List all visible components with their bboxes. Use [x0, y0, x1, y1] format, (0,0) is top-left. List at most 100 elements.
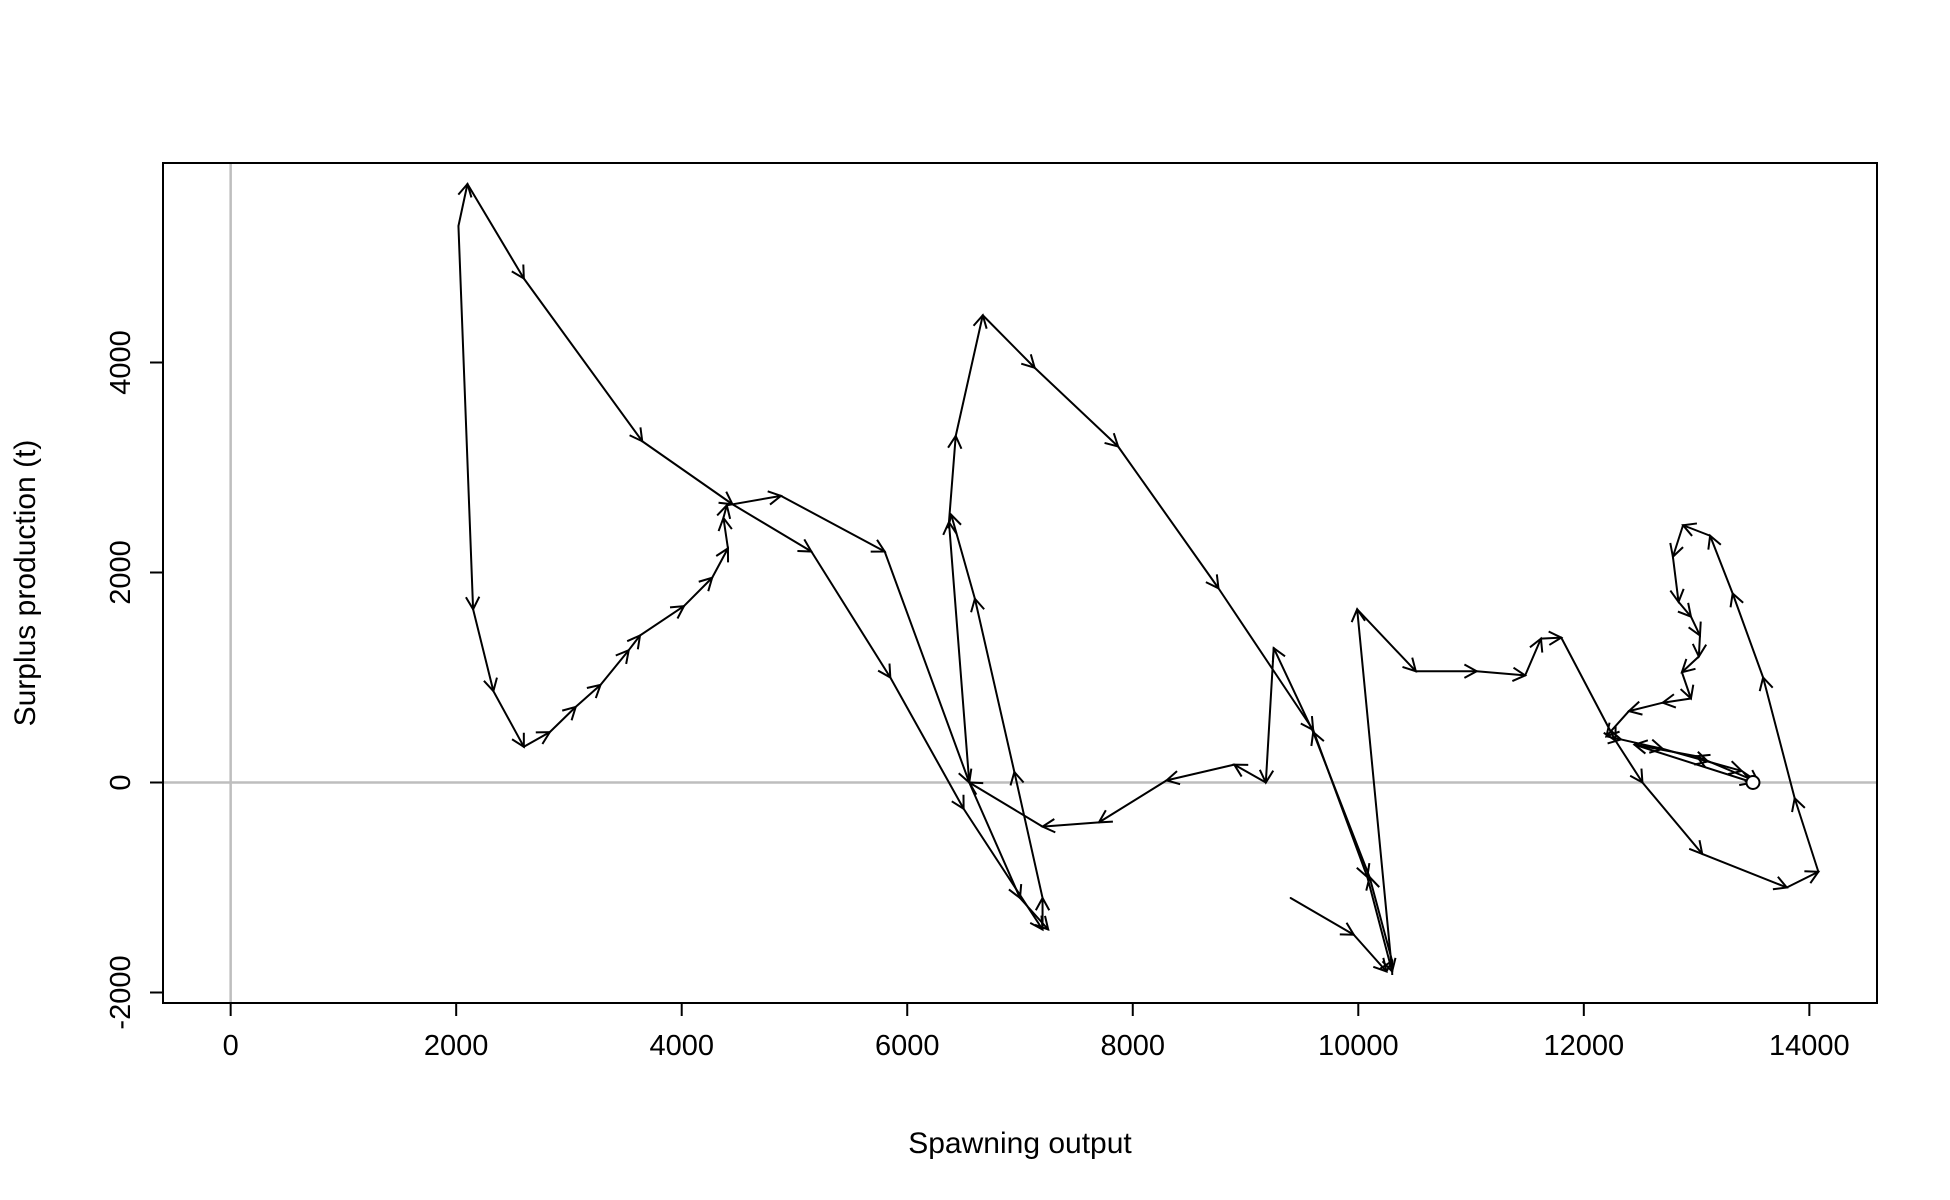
trajectory-segment	[954, 314, 984, 437]
trajectory-paths	[457, 181, 1821, 976]
trajectory-segment	[1677, 600, 1692, 618]
trajectory-segment	[1033, 366, 1120, 448]
current-point-marker	[1745, 775, 1761, 790]
trajectory-segment	[1217, 587, 1315, 731]
trajectory-segment	[641, 440, 734, 506]
trajectory-segment	[1605, 710, 1630, 738]
trajectory-segment	[492, 690, 525, 748]
trajectory-segment	[1661, 697, 1692, 704]
trajectory-segment	[1785, 870, 1820, 889]
trajectory-segment	[947, 521, 971, 784]
trajectory-segment	[627, 634, 641, 652]
trajectory-segment	[1680, 655, 1700, 674]
trajectory-segment	[1356, 608, 1417, 673]
trajectory-segment	[1524, 637, 1542, 677]
trajectory-segment	[1539, 636, 1563, 640]
trajectory-segment	[1117, 445, 1220, 590]
trajectory-segment	[1312, 729, 1369, 878]
trajectory-arrowhead	[669, 604, 686, 619]
trajectory-segment	[1368, 876, 1394, 962]
reference-lines	[163, 163, 1877, 1003]
trajectory-segment	[682, 576, 714, 608]
trajectory-segment	[947, 435, 957, 524]
y-tick-label: 0	[105, 774, 137, 790]
trajectory-segment	[1475, 670, 1527, 677]
trajectory-segment	[1627, 701, 1664, 713]
trajectory-segment	[1641, 781, 1704, 855]
x-tick-label: 14000	[1769, 1030, 1850, 1062]
trajectory-segment	[722, 516, 729, 550]
trajectory-segment	[883, 550, 971, 784]
x-tick-label: 8000	[1101, 1030, 1166, 1062]
x-tick-label: 0	[223, 1030, 239, 1062]
x-tick-label: 10000	[1318, 1030, 1399, 1062]
y-tick-label: 2000	[105, 540, 137, 605]
trajectory-segment	[1620, 738, 1664, 750]
trajectory-segment	[548, 705, 577, 734]
trajectory-segment	[1605, 735, 1623, 741]
x-axis-title: Spawning output	[908, 1127, 1132, 1160]
trajectory-segment	[599, 649, 630, 686]
trajectory-segment	[1682, 524, 1712, 537]
trajectory-segment	[1356, 608, 1394, 973]
trajectory-segment	[1762, 676, 1796, 800]
trajectory-segment	[1793, 797, 1820, 873]
trajectory-segment	[1366, 876, 1394, 973]
y-axis: -2000 0 2000 4000	[105, 330, 163, 1030]
plot-frame	[162, 162, 1878, 1004]
trajectory-segment	[472, 608, 495, 693]
trajectory-segment	[981, 314, 1036, 369]
x-axis: 0 2000 4000 6000 8000 10000 12000 14000	[223, 1003, 1850, 1062]
trajectory-segment	[722, 504, 728, 519]
trajectory-segment	[1097, 779, 1168, 824]
trajectory-segment	[973, 597, 1016, 773]
trajectory-segment	[1041, 821, 1100, 828]
trajectory-segment	[457, 225, 475, 611]
trajectory-segment	[711, 547, 729, 579]
trajectory-segment	[889, 676, 965, 810]
trajectory-segment	[1697, 634, 1701, 658]
trajectory-segment	[1560, 636, 1617, 742]
x-tick-label: 4000	[649, 1030, 714, 1062]
trajectory-segment	[1233, 763, 1267, 784]
trajectory-segment	[1731, 592, 1765, 679]
trajectory-segment	[731, 503, 813, 553]
x-tick-label: 6000	[875, 1030, 940, 1062]
trajectory-segment	[1671, 555, 1680, 603]
trajectory-segment	[1352, 933, 1388, 973]
trajectory-segment	[522, 277, 644, 443]
trajectory-arrowhead	[1034, 915, 1050, 932]
y-tick-label: 4000	[105, 330, 137, 395]
trajectory-series-3	[457, 225, 1050, 932]
x-tick-label: 2000	[424, 1030, 489, 1062]
trajectory-segment	[1709, 534, 1734, 595]
trajectory-segment	[638, 605, 685, 637]
trajectory-segment	[968, 781, 1021, 899]
trajectory-segment	[1013, 771, 1044, 899]
trajectory-segment	[1165, 763, 1236, 782]
trajectory-segment	[779, 494, 886, 553]
trajectory-segment	[968, 781, 1044, 828]
trajectory-segment	[1272, 647, 1315, 734]
trajectory-segment	[1633, 743, 1698, 758]
x-tick-label: 12000	[1543, 1030, 1624, 1062]
trajectory-segment	[810, 550, 892, 679]
trajectory-arrowhead	[877, 663, 892, 680]
trajectory-arrowhead	[1097, 809, 1113, 824]
trajectory-segment	[1671, 524, 1685, 558]
trajectory-segment	[1633, 743, 1754, 784]
trajectory-segment	[950, 513, 976, 600]
trajectory-segment	[1614, 739, 1644, 784]
trajectory-segment	[1680, 671, 1692, 700]
trajectory-arrowhead	[947, 512, 962, 529]
trajectory-segment	[725, 494, 782, 507]
trajectory-series-2	[457, 181, 1051, 932]
trajectory-segment	[1289, 897, 1355, 936]
trajectory-segment	[1701, 852, 1788, 889]
y-axis-title: Surplus production (t)	[9, 440, 42, 727]
trajectory-segment	[457, 183, 469, 227]
y-tick-label: -2000	[105, 955, 137, 1029]
trajectory-segment	[466, 183, 525, 280]
trajectory-segment	[1019, 897, 1050, 931]
